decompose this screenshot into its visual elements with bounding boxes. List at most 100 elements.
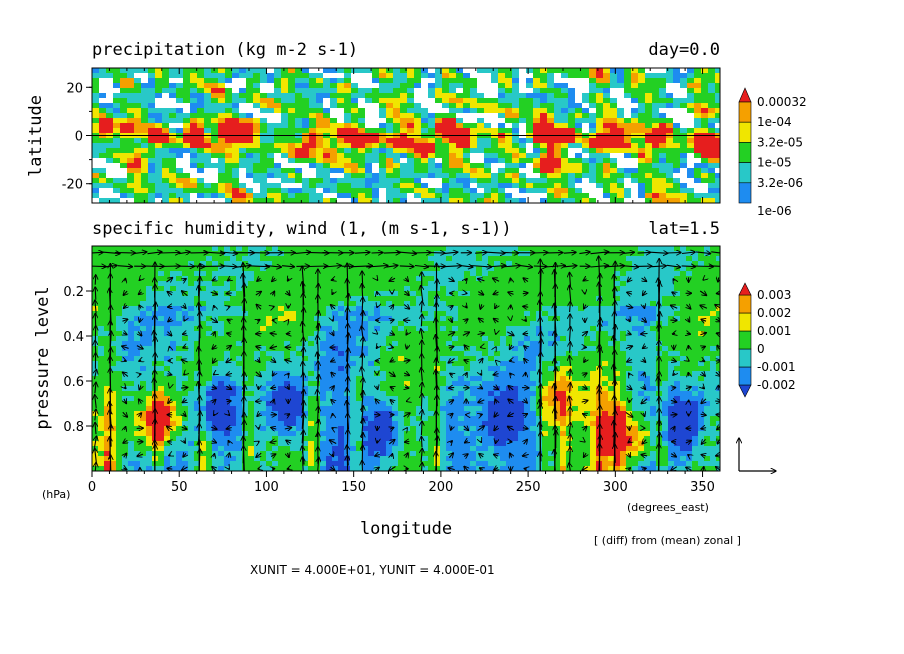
precip-cell [148,143,156,149]
humidity-cell [170,311,177,317]
precip-cell [428,193,436,199]
humidity-cell [134,366,141,372]
precip-cell [456,138,464,144]
precip-cell [176,163,184,169]
humidity-cell [398,381,405,387]
humidity-cell [164,391,171,397]
precip-cell [491,183,499,189]
precip-cell [610,103,618,109]
precip-cell [673,188,681,194]
precip-cell [589,103,597,109]
humidity-cell [98,291,105,297]
humidity-cell [176,396,183,402]
humidity-cell [338,446,345,452]
humidity-cell [146,371,153,377]
precip-cell [407,148,415,154]
humidity-cell [212,461,219,467]
precip-cell [274,173,282,179]
precip-cell [533,93,541,99]
precip-cell [484,68,492,74]
humidity-cell [380,436,387,442]
humidity-cell [212,381,219,387]
precip-cell [421,153,429,159]
precip-cell [456,93,464,99]
precip-cell [281,178,289,184]
precip-cell [127,128,135,134]
precip-cell [477,78,485,84]
humidity-cell [398,321,405,327]
precip-cell [393,73,401,79]
humidity-cell [248,371,255,377]
humidity-cell [314,436,321,442]
precip-cell [183,168,191,174]
precip-cell [505,78,513,84]
precip-cell [260,173,268,179]
precip-cell [568,93,576,99]
precip-cell [484,203,492,209]
precip-cell [155,113,163,119]
precip-cell [190,173,198,179]
humidity-cell [374,286,381,292]
humidity-cell [176,416,183,422]
humidity-cell [164,256,171,262]
humidity-cell [386,436,393,442]
precip-cell [575,153,583,159]
humidity-cell [236,356,243,362]
humidity-cell [302,251,309,257]
legend-label: 0.00032 [757,95,807,109]
precip-cell [603,113,611,119]
precip-cell [379,138,387,144]
precip-cell [414,163,422,169]
humidity-cell [392,336,399,342]
humidity-cell [218,331,225,337]
precip-cell [400,93,408,99]
precip-cell [337,93,345,99]
precip-cell [379,158,387,164]
precip-cell [491,158,499,164]
humidity-cell [386,256,393,262]
humidity-cell [98,396,105,402]
precip-cell [365,88,373,94]
humidity-cell [392,266,399,272]
humidity-cell [266,451,273,457]
precip-cell [232,183,240,189]
humidity-cell [302,351,309,357]
precip-cell [155,178,163,184]
humidity-cell [212,261,219,267]
humidity-cell [362,331,369,337]
humidity-cell [128,261,135,267]
precip-cell [309,148,317,154]
humidity-cell [350,411,357,417]
humidity-cell [104,461,111,467]
precip-cell [596,123,604,129]
humidity-cell [200,366,207,372]
humidity-cell [338,361,345,367]
precip-cell [540,118,548,124]
precip-cell [708,108,716,114]
precip-cell [414,153,422,159]
precip-cell [365,73,373,79]
precip-cell [442,138,450,144]
humidity-cell [374,246,381,252]
humidity-cell [188,271,195,277]
precip-cell [197,108,205,114]
precip-cell [687,203,695,209]
humidity-cell [176,351,183,357]
precip-cell [610,68,618,74]
humidity-cell [104,261,111,267]
precip-cell [568,198,576,203]
humidity-cell [230,316,237,322]
precip-cell [106,108,114,114]
humidity-cell [380,326,387,332]
humidity-cell [374,321,381,327]
humidity-cell [176,346,183,352]
humidity-cell [92,376,99,382]
humidity-cell [104,441,111,447]
precip-cell [393,118,401,124]
humidity-cell [218,446,225,452]
humidity-cell [380,456,387,462]
humidity-cell [302,286,309,292]
precip-cell [288,103,296,109]
humidity-cell [308,376,315,382]
precip-cell [470,193,478,199]
